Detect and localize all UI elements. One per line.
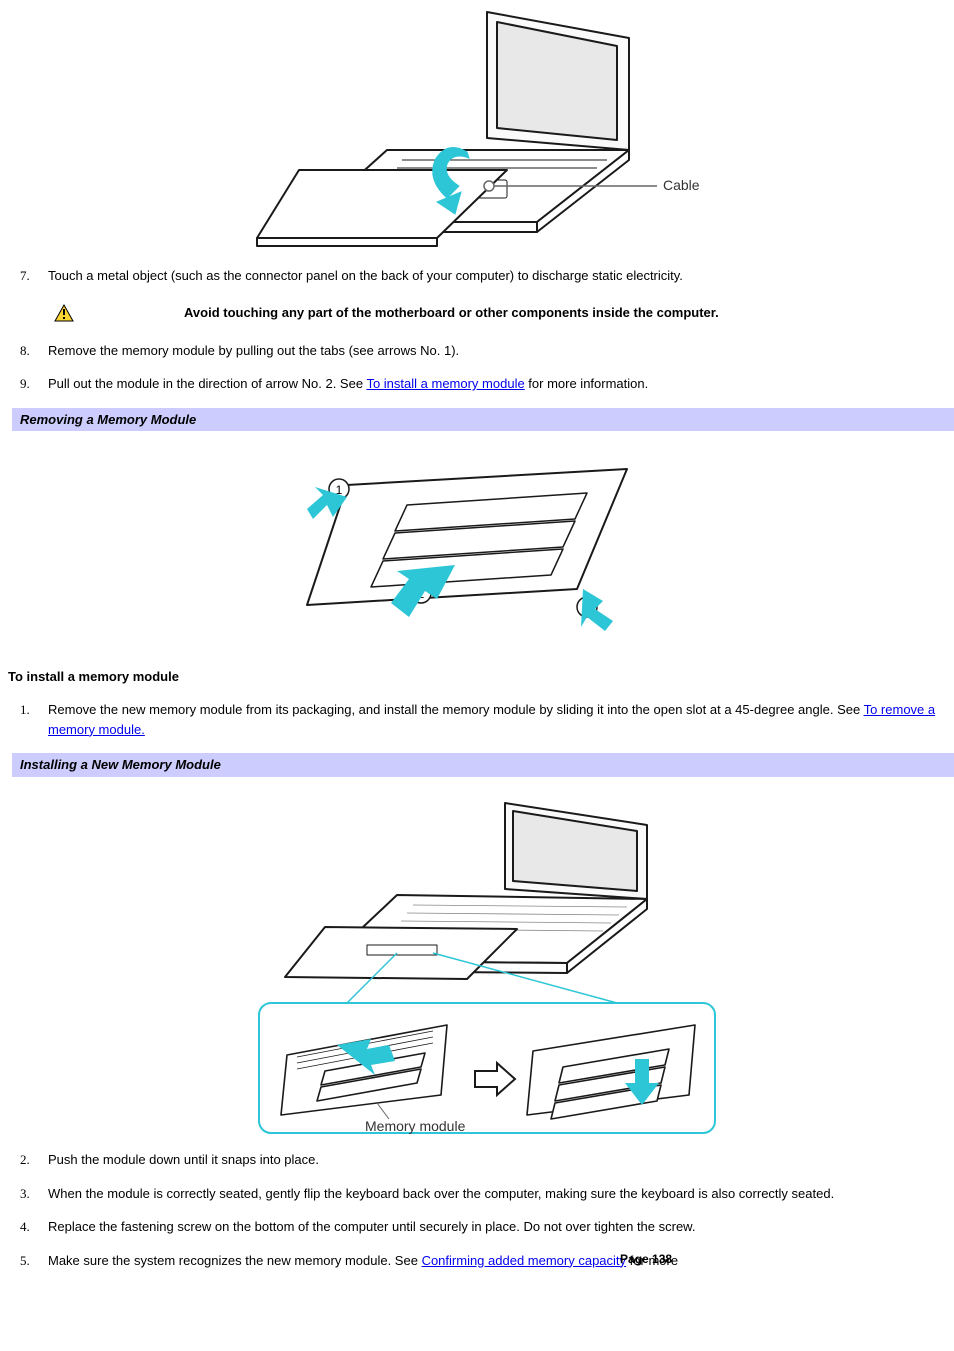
step-9: Pull out the module in the direction of … bbox=[48, 374, 954, 394]
caution-box: Avoid touching any part of the motherboa… bbox=[54, 303, 954, 323]
step-install-1: Remove the new memory module from its pa… bbox=[48, 700, 954, 739]
warning-icon bbox=[54, 304, 74, 322]
figure-remove-module: 1 1 2 bbox=[0, 449, 954, 645]
figure-install-module: Memory module bbox=[0, 795, 954, 1151]
figure-keyboard-flip: Cable bbox=[0, 0, 954, 266]
step-8: Remove the memory module by pulling out … bbox=[48, 341, 954, 361]
link-install-memory[interactable]: To install a memory module bbox=[366, 376, 524, 391]
heading-install: To install a memory module bbox=[8, 667, 954, 687]
page-number: Page 138 bbox=[620, 1250, 672, 1268]
memory-module-label: Memory module bbox=[365, 1118, 466, 1134]
section-bar-removing: Removing a Memory Module bbox=[12, 408, 954, 432]
caution-text: Avoid touching any part of the motherboa… bbox=[184, 303, 719, 323]
step-install-4: Replace the fastening screw on the botto… bbox=[48, 1217, 954, 1237]
cable-label: Cable bbox=[663, 177, 700, 193]
step-install-2: Push the module down until it snaps into… bbox=[48, 1150, 954, 1170]
step-7: Touch a metal object (such as the connec… bbox=[48, 266, 954, 286]
link-confirm-capacity[interactable]: Confirming added memory capacity bbox=[422, 1253, 626, 1268]
section-bar-installing: Installing a New Memory Module bbox=[12, 753, 954, 777]
step-install-3: When the module is correctly seated, gen… bbox=[48, 1184, 954, 1204]
step-install-5: Make sure the system recognizes the new … bbox=[48, 1251, 954, 1271]
